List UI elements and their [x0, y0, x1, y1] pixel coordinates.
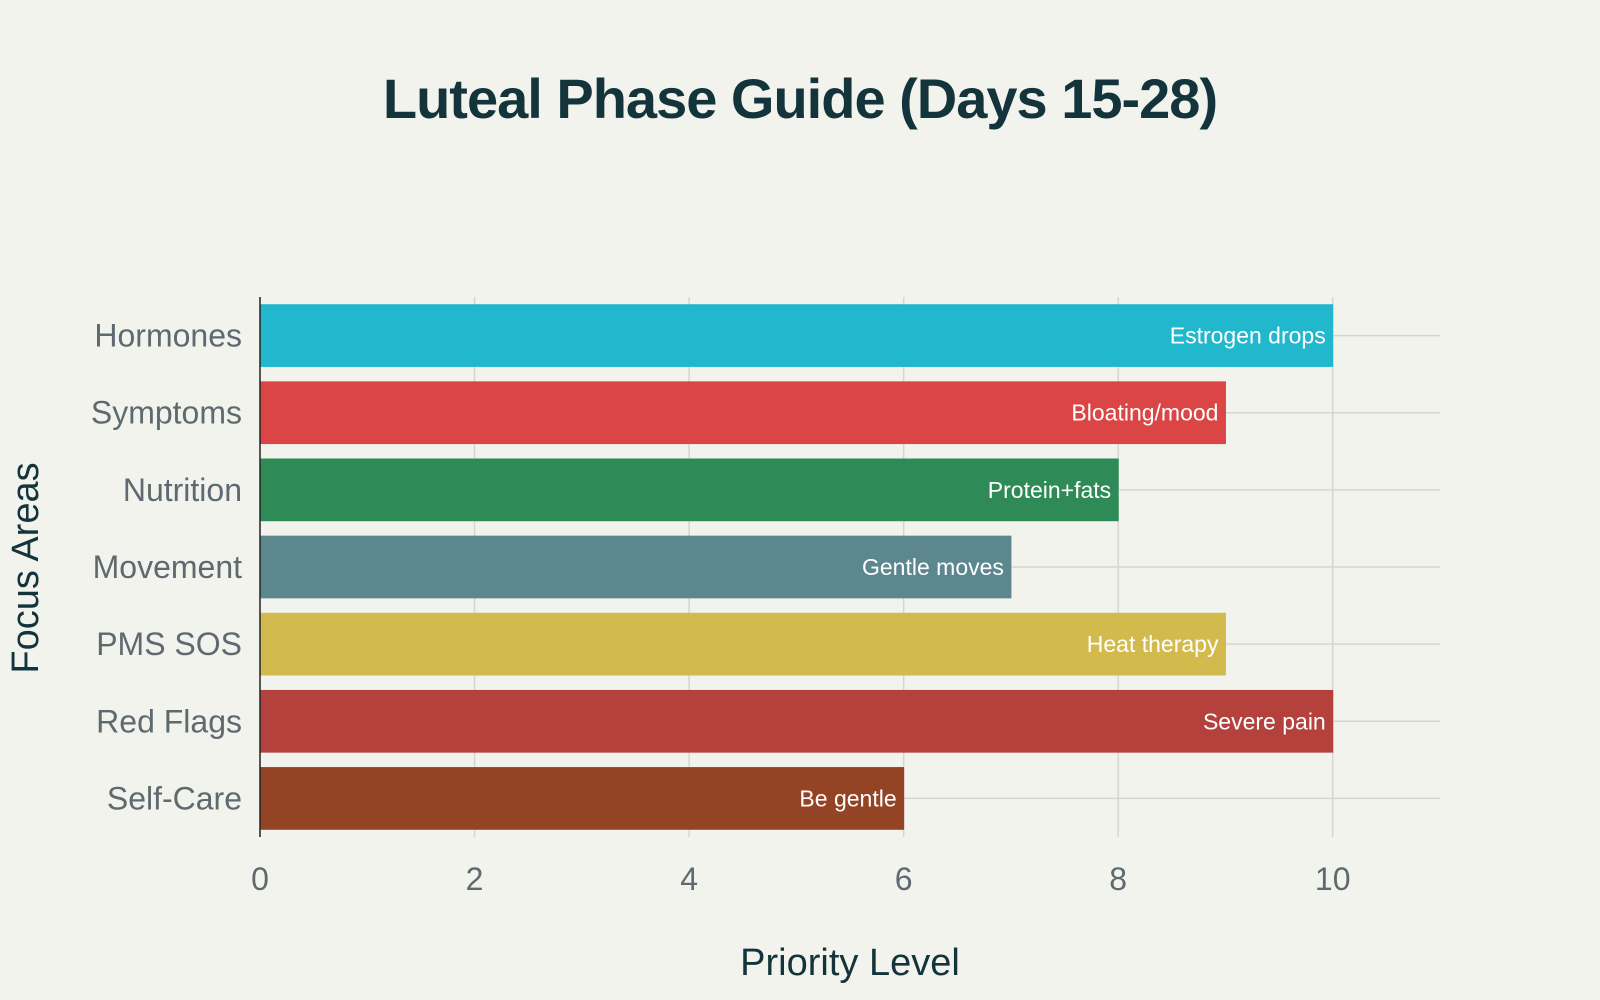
bar-hormones — [259, 304, 1334, 367]
y-tick-label-hormones: Hormones — [94, 318, 242, 354]
x-tick-label-0: 0 — [251, 861, 269, 897]
y-tick-label-pms-sos: PMS SOS — [96, 626, 242, 662]
x-tick-label-6: 6 — [895, 861, 913, 897]
bar-label-hormones: Estrogen drops — [1170, 323, 1326, 349]
bar-label-nutrition: Protein+fats — [988, 477, 1111, 503]
x-axis-title: Priority Level — [740, 942, 960, 984]
bar-nutrition — [259, 458, 1119, 522]
x-tick-label-8: 8 — [1109, 861, 1127, 897]
bar-label-pms-sos: Heat therapy — [1087, 631, 1219, 657]
y-tick-label-symptoms: Symptoms — [91, 395, 242, 431]
bar-symptoms — [259, 381, 1226, 445]
bar-red-flags — [259, 689, 1334, 753]
y-tick-label-nutrition: Nutrition — [123, 472, 242, 508]
bar-label-symptoms: Bloating/mood — [1071, 400, 1218, 426]
x-tick-label-4: 4 — [680, 861, 698, 897]
y-axis: Hormones Symptoms Nutrition Movement PMS SOS… — [91, 297, 261, 837]
y-axis-title: Focus Areas — [5, 462, 47, 673]
bar-label-red-flags: Severe pain — [1203, 708, 1326, 734]
bars — [259, 304, 1334, 830]
bar-pms-sos — [259, 612, 1226, 676]
x-axis: 0 2 4 6 8 10 — [251, 861, 1350, 897]
chart-title: Luteal Phase Guide (Days 15-28) — [383, 67, 1217, 130]
y-tick-label-self-care: Self-Care — [107, 780, 242, 816]
y-tick-label-red-flags: Red Flags — [96, 703, 242, 739]
x-tick-label-10: 10 — [1315, 861, 1351, 897]
bar-self-care — [259, 767, 905, 830]
bar-labels: Estrogen drops Bloating/mood Protein+fats G… — [799, 323, 1325, 812]
bar-label-movement: Gentle moves — [862, 554, 1004, 580]
bar-label-self-care: Be gentle — [799, 785, 896, 811]
y-tick-label-movement: Movement — [93, 549, 243, 585]
bar-movement — [259, 535, 1012, 599]
x-tick-label-2: 2 — [466, 861, 484, 897]
